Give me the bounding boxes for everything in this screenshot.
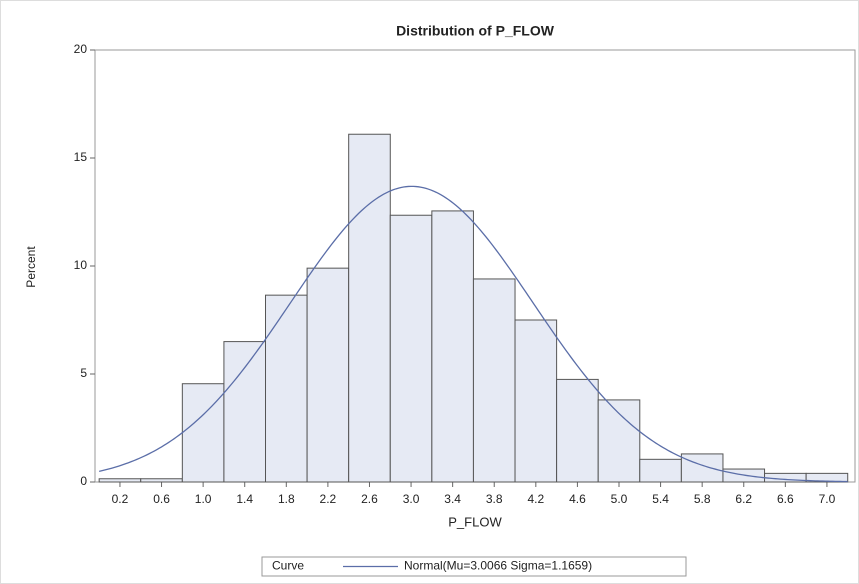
x-tick-label: 5.8: [694, 492, 711, 506]
x-tick-label: 0.6: [153, 492, 170, 506]
y-axis-label: Percent: [24, 246, 38, 288]
legend-box: [261, 556, 687, 577]
x-tick-label: 2.6: [361, 492, 378, 506]
bar: [639, 458, 682, 483]
x-tick-label: 1.8: [278, 492, 295, 506]
bar: [98, 478, 142, 483]
x-tick-label: 1.4: [236, 492, 253, 506]
legend-title: Curve: [272, 559, 304, 573]
x-axis-label: P_FLOW: [448, 514, 502, 529]
bar: [223, 341, 267, 483]
x-tick-label: 3.8: [486, 492, 503, 506]
bar: [348, 133, 391, 483]
bar: [805, 472, 849, 483]
legend-label: Normal(Mu=3.0066 Sigma=1.1659): [404, 559, 592, 573]
y-tick-label: 10: [74, 258, 88, 272]
x-tick-label: 6.2: [735, 492, 752, 506]
bar: [265, 294, 308, 483]
x-tick-label: 0.2: [112, 492, 129, 506]
chart-title: Distribution of P_FLOW: [396, 23, 555, 39]
x-tick-label: 7.0: [819, 492, 836, 506]
bar: [431, 210, 474, 483]
normal-curve: [99, 185, 848, 483]
y-tick-label: 0: [80, 474, 87, 488]
x-tick-label: 5.0: [611, 492, 628, 506]
x-tick-label: 4.6: [569, 492, 586, 506]
x-tick-label: 4.2: [527, 492, 544, 506]
x-tick-label: 6.6: [777, 492, 794, 506]
bar: [680, 453, 724, 483]
bar: [181, 383, 225, 483]
x-tick-label: 3.0: [403, 492, 420, 506]
bar: [556, 378, 599, 483]
bar: [306, 267, 350, 483]
x-tick-label: 3.4: [444, 492, 461, 506]
y-tick-label: 15: [74, 150, 88, 164]
bar: [472, 278, 516, 483]
x-tick-label: 5.4: [652, 492, 669, 506]
y-tick-label: 5: [80, 366, 87, 380]
bar: [597, 399, 641, 483]
bar: [140, 478, 183, 483]
bar: [389, 214, 433, 483]
bar: [514, 319, 558, 483]
x-tick-label: 2.2: [320, 492, 337, 506]
legend: Curve Normal(Mu=3.0066 Sigma=1.1659): [261, 556, 687, 577]
x-tick-label: 1.0: [195, 492, 212, 506]
y-tick-label: 20: [74, 42, 88, 56]
